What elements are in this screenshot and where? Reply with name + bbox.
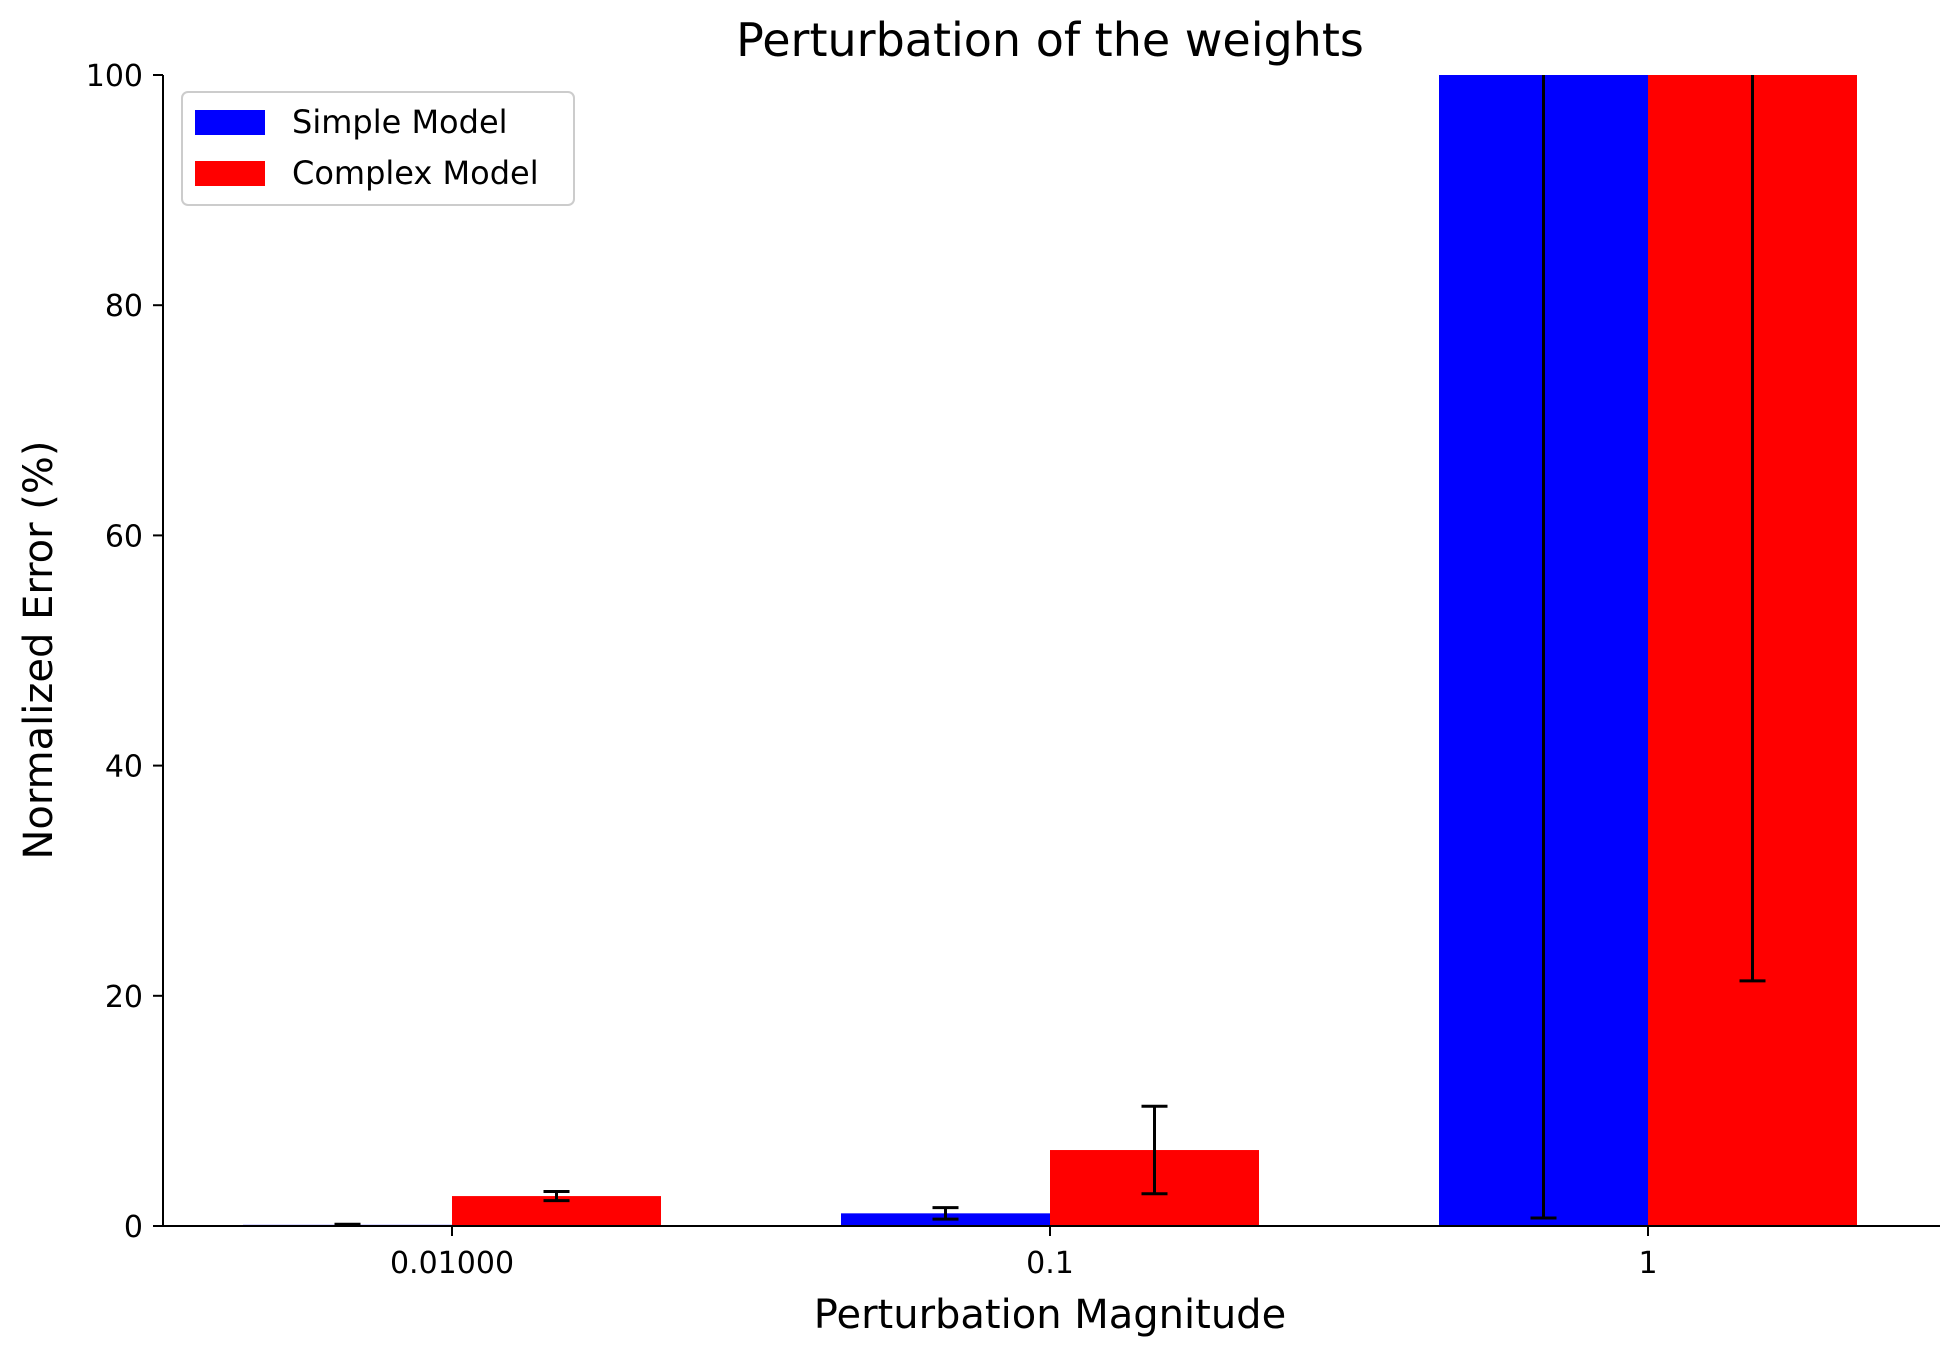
errorbar-complex-2 — [1739, 75, 1766, 983]
chart-title: Perturbation of the weights — [736, 13, 1364, 67]
y-tick-label-4: 80 — [105, 289, 143, 324]
y-tick-label-0: 0 — [124, 1210, 143, 1245]
x-ticks-group: 0.01000 0.1 1 — [390, 1226, 1658, 1281]
legend-label-simple: Simple Model — [292, 103, 508, 141]
legend-swatch-simple — [195, 110, 265, 135]
bars-group — [243, 75, 1857, 1226]
legend: Simple Model Complex Model — [181, 91, 575, 206]
x-tick-label-0: 0.01000 — [390, 1246, 514, 1281]
errorbar-simple-1 — [932, 1206, 959, 1221]
errorbar-complex-1 — [1141, 1104, 1168, 1196]
y-tick-label-2: 40 — [105, 750, 143, 785]
y-tick-label-1: 20 — [105, 980, 143, 1015]
y-tick-label-3: 60 — [105, 519, 143, 554]
x-tick-label-1: 0.1 — [1026, 1246, 1074, 1281]
x-tick-label-2: 1 — [1638, 1246, 1657, 1281]
errorbar-simple-2 — [1530, 75, 1557, 1220]
y-axis-label: Normalized Error (%) — [16, 441, 62, 860]
legend-label-complex: Complex Model — [292, 154, 539, 192]
x-axis-label: Perturbation Magnitude — [814, 1292, 1286, 1338]
legend-frame — [181, 91, 575, 206]
y-tick-label-5: 100 — [86, 59, 143, 94]
legend-swatch-complex — [195, 161, 265, 186]
errorbars-group — [334, 75, 1766, 1227]
errorbar-complex-0 — [543, 1189, 570, 1203]
y-ticks-group: 0 20 40 60 80 100 — [86, 59, 163, 1245]
